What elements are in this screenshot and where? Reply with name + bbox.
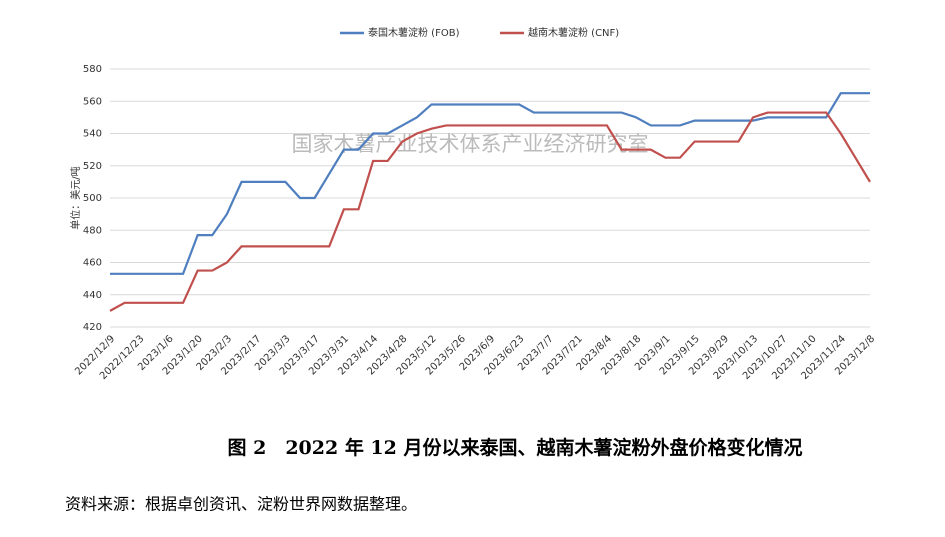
y-tick-label: 500 [83,193,102,204]
y-tick-label: 440 [83,290,102,301]
legend-label: 越南木薯淀粉 (CNF) [528,26,619,39]
y-tick-label: 520 [83,161,102,172]
y-tick-label: 560 [83,96,102,107]
legend-label: 泰国木薯淀粉 (FOB) [368,26,460,39]
series-line [109,111,871,312]
y-axis-label: 单位：美元/吨 [69,166,82,229]
watermark: 国家木薯产业技术体系产业经济研究室 [292,132,649,156]
y-tick-label: 420 [83,322,102,333]
series-line [110,92,870,275]
y-tick-label: 480 [83,225,102,236]
y-tick-label: 460 [83,258,102,269]
y-tick-label: 540 [83,129,102,140]
y-tick-label: 580 [83,64,102,75]
caption: 图 2 2022 年 12 月份以来泰国、越南木薯淀粉外盘价格变化情况 [227,436,802,459]
source-note: 资料来源：根据卓创资讯、淀粉世界网数据整理。 [65,495,417,514]
